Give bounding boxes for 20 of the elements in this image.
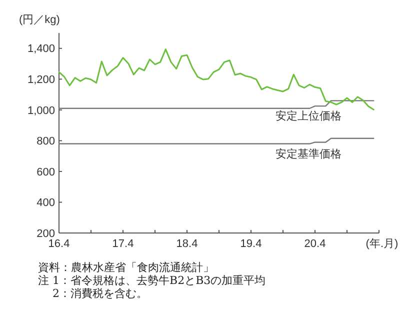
series-label: 安定上位価格 <box>276 110 342 123</box>
y-tick-label: 1,400 <box>27 43 55 56</box>
y-tick-label: 1,200 <box>27 74 55 86</box>
y-tick-label: 1,000 <box>27 104 55 117</box>
x-tick-label: 17.4 <box>112 238 134 250</box>
y-axis-title: (円／kg) <box>19 14 60 26</box>
y-tick-label: 200 <box>36 228 55 240</box>
x-tick-label: 20.4 <box>304 238 326 250</box>
series-label: 安定基準価格 <box>276 147 342 160</box>
y-tick-label: 600 <box>36 166 55 178</box>
y-tick-label: 400 <box>36 197 55 210</box>
text: 注 1：省令規格は、去勢牛B2とB3の加重平均 <box>38 274 266 287</box>
text: 資料：農林水産省「食肉流通統計」 <box>38 261 214 274</box>
x-axis-title: (年.月) <box>366 238 398 250</box>
x-tick-label: 18.4 <box>176 238 198 250</box>
y-tick-label: 800 <box>36 136 55 148</box>
x-tick-label: 16.4 <box>48 238 70 250</box>
text: 2：消費税を含む。 <box>38 287 148 300</box>
x-tick-label: 19.4 <box>240 238 262 250</box>
line-series <box>58 48 374 110</box>
